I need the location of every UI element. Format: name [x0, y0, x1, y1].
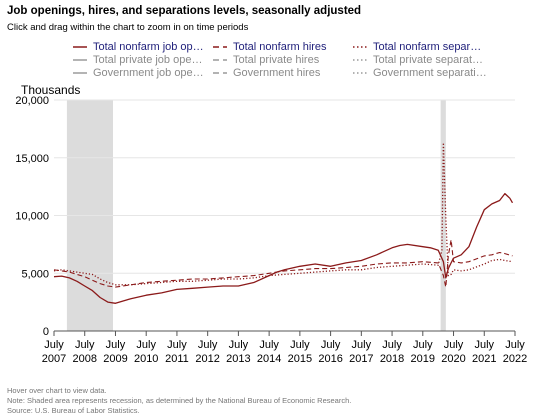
x-tick-label-month: July	[167, 339, 187, 351]
chart-subtitle: Click and drag within the chart to zoom …	[7, 22, 249, 33]
x-tick-label-year: 2015	[288, 353, 312, 365]
chart-title: Job openings, hires, and separations lev…	[7, 5, 362, 17]
x-tick-label-month: July	[106, 339, 126, 351]
y-tick-label: 10,000	[15, 211, 49, 223]
y-tick-label: 20,000	[15, 95, 49, 107]
x-tick-label-year: 2020	[441, 353, 465, 365]
x-tick-label-month: July	[75, 339, 95, 351]
x-tick-label-year: 2017	[349, 353, 373, 365]
legend-label: Total nonfarm separ…	[373, 41, 482, 53]
x-tick-label-month: July	[198, 339, 218, 351]
legend-line-icon	[213, 59, 227, 61]
series-line-0	[53, 192, 514, 304]
x-tick-label-month: July	[352, 339, 372, 351]
x-tick-label-year: 2007	[42, 353, 66, 365]
legend-item-government-job-openings[interactable]: Government job ope…	[73, 66, 204, 80]
x-tick-label-year: 2013	[226, 353, 250, 365]
grid-lines	[54, 99, 515, 274]
axes	[53, 330, 516, 336]
legend-label: Total nonfarm hires	[233, 41, 327, 53]
hover-hint: Hover over chart to view data.	[7, 386, 107, 395]
legend-item-total-private-separations[interactable]: Total private separat…	[353, 53, 483, 67]
legend-line-icon	[73, 72, 87, 74]
legend-item-total-private-job-openings[interactable]: Total private job ope…	[73, 53, 202, 67]
legend-item-total-nonfarm-separations[interactable]: Total nonfarm separ…	[353, 40, 481, 54]
y-tick-label: 5,000	[21, 268, 49, 280]
legend-label: Government hires	[233, 67, 321, 79]
x-tick-label-year: 2014	[257, 353, 281, 365]
y-tick-label: 15,000	[15, 153, 49, 165]
x-tick-label-month: July	[413, 339, 433, 351]
x-tick-label-month: July	[382, 339, 402, 351]
legend-item-total-nonfarm-job-openings[interactable]: Total nonfarm job op…	[73, 40, 204, 54]
x-tick-label-year: 2008	[72, 353, 96, 365]
x-tick-label-month: July	[229, 339, 249, 351]
legend-item-government-hires[interactable]: Government hires	[213, 66, 320, 80]
legend-label: Government job ope…	[93, 67, 204, 79]
x-tick-label-year: 2018	[380, 353, 404, 365]
legend-line-icon	[213, 46, 227, 48]
legend-label: Total private separat…	[373, 54, 484, 66]
x-tick-label-year: 2009	[103, 353, 127, 365]
x-tick-label-month: July	[136, 339, 156, 351]
legend-label: Total private hires	[233, 54, 320, 66]
x-tick-label-year: 2011	[165, 353, 189, 365]
legend-label: Total private job ope…	[93, 54, 203, 66]
x-tick-label-month: July	[290, 339, 310, 351]
tick-labels: 0 5,000 10,000 15,000 20,000 July 2007 July 2008…	[15, 95, 527, 365]
x-tick-label-month: July	[321, 339, 341, 351]
legend-line-icon	[213, 72, 227, 74]
x-tick-label-year: 2016	[318, 353, 342, 365]
x-tick-label-month: July	[474, 339, 494, 351]
x-tick-label-year: 2022	[503, 353, 527, 365]
legend-item-total-private-hires[interactable]: Total private hires	[213, 53, 319, 67]
x-tick-label-month: July	[444, 339, 464, 351]
x-tick-label-year: 2019	[411, 353, 435, 365]
y-tick-label: 0	[43, 326, 49, 338]
x-tick-label-month: July	[505, 339, 525, 351]
recession-note: Note: Shaded area represents recession, …	[7, 396, 352, 405]
x-tick-label-month: July	[259, 339, 279, 351]
legend-line-icon	[73, 59, 87, 61]
series-lines	[53, 142, 514, 304]
x-tick-label-month: July	[44, 339, 64, 351]
legend-line-icon	[73, 46, 87, 48]
legend-label: Government separati…	[373, 67, 487, 79]
legend-label: Total nonfarm job op…	[93, 41, 204, 53]
source-note: Source: U.S. Bureau of Labor Statistics.	[7, 406, 140, 415]
legend-item-government-separations[interactable]: Government separati…	[353, 66, 487, 80]
series-line-1	[53, 239, 513, 288]
legend-item-total-nonfarm-hires[interactable]: Total nonfarm hires	[213, 40, 327, 54]
x-tick-label-year: 2012	[195, 353, 219, 365]
x-tick-label-year: 2010	[134, 353, 158, 365]
y-axis-unit-label: Thousands	[21, 83, 81, 97]
x-tick-label-year: 2021	[472, 353, 496, 365]
